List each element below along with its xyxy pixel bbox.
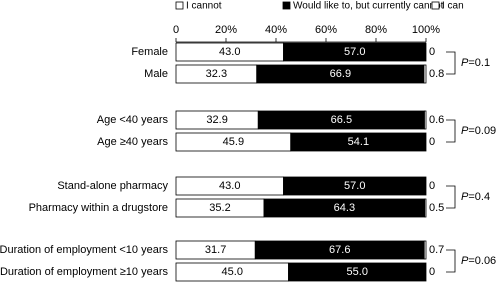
value-label: 35.2	[209, 202, 230, 214]
p-symbol: P	[461, 57, 469, 69]
p-text: =0.1	[468, 57, 490, 69]
x-tick-label: 80%	[365, 24, 387, 36]
value-label: 57.0	[344, 180, 365, 192]
bar-segment	[288, 262, 427, 282]
value-label: 67.6	[329, 244, 350, 256]
value-label: 0.7	[429, 244, 444, 256]
value-label: 57.0	[344, 46, 365, 58]
p-text: =0.06	[468, 255, 496, 267]
bracket	[446, 249, 456, 273]
p-value: P=0.4	[461, 191, 490, 203]
value-label: 66.9	[330, 68, 351, 80]
category-label: Pharmacy within a drugstore	[29, 202, 168, 214]
category-label: Male	[144, 68, 168, 80]
p-symbol: P	[461, 255, 469, 267]
value-label: 0.8	[429, 68, 444, 80]
bar-segment	[290, 132, 427, 152]
category-label: Duration of employment <10 years	[0, 244, 168, 256]
value-label: 66.5	[331, 114, 352, 126]
x-tick-label: 0	[173, 24, 179, 36]
value-label: 54.1	[348, 136, 369, 148]
category-label: Age <40 years	[97, 114, 169, 126]
p-symbol: P	[461, 125, 469, 137]
bar-segment	[283, 176, 427, 196]
p-value: P=0.06	[461, 255, 496, 267]
legend-swatch	[175, 1, 184, 10]
legend-label: I cannot	[186, 1, 222, 12]
value-label: 64.3	[334, 202, 355, 214]
value-label: 32.9	[206, 114, 227, 126]
value-label: 43.0	[219, 46, 240, 58]
value-label: 0.6	[429, 114, 444, 126]
legend-swatch	[282, 1, 291, 10]
value-label: 0	[429, 136, 435, 148]
value-label: 45.0	[222, 266, 243, 278]
value-label: 0	[429, 266, 435, 278]
category-label: Female	[131, 46, 168, 58]
bracket	[446, 51, 456, 75]
bracket	[446, 119, 456, 143]
value-label: 31.7	[205, 244, 226, 256]
category-label: Age ≥40 years	[97, 136, 168, 148]
x-tick-label: 40%	[265, 24, 287, 36]
bar-segment	[423, 64, 427, 84]
p-text: =0.4	[468, 191, 490, 203]
bar-segment	[424, 198, 427, 218]
x-tick-label: 100%	[412, 24, 440, 36]
category-label: Stand-alone pharmacy	[57, 180, 168, 192]
value-label: 0	[429, 180, 435, 192]
value-label: 45.9	[223, 136, 244, 148]
legend-swatch	[431, 1, 440, 10]
legend-label: I can	[442, 1, 464, 12]
p-symbol: P	[461, 191, 469, 203]
bar-segment	[283, 42, 427, 62]
value-label: 55.0	[347, 266, 368, 278]
value-label: 0	[429, 46, 435, 58]
category-label: Duration of employment ≥10 years	[0, 266, 168, 278]
x-tick-label: 60%	[315, 24, 337, 36]
bar-segment	[424, 110, 427, 130]
value-label: 43.0	[219, 180, 240, 192]
legend-label: Would like to, but currently cannot	[293, 1, 444, 12]
bar-segment	[423, 240, 427, 260]
p-value: P=0.09	[461, 125, 496, 137]
value-label: 32.3	[206, 68, 227, 80]
p-text: =0.09	[468, 125, 496, 137]
value-label: 0.5	[429, 202, 444, 214]
p-value: P=0.1	[461, 57, 490, 69]
x-tick-label: 20%	[215, 24, 237, 36]
bracket	[446, 185, 456, 209]
